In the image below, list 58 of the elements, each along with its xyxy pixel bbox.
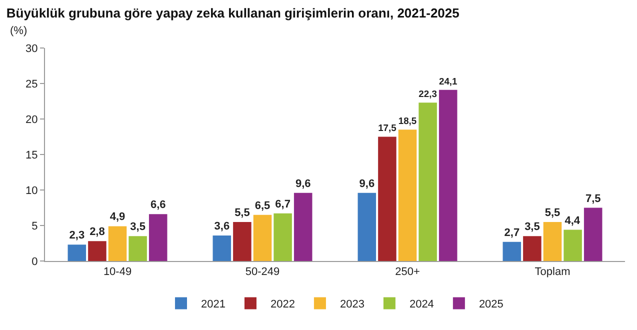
bar (253, 214, 272, 261)
bar (543, 222, 562, 261)
legend-label: 2022 (270, 298, 295, 310)
data-label: 5,5 (544, 206, 560, 219)
bar (502, 242, 522, 261)
data-label: 6,7 (275, 198, 290, 210)
bar (294, 192, 312, 261)
y-axis-title: (%) (10, 25, 28, 37)
bar (523, 236, 542, 261)
data-label: 2,7 (504, 226, 520, 239)
legend-label: 2023 (340, 298, 364, 310)
y-tick-label: 20 (26, 114, 38, 126)
y-tick-label: 5 (32, 220, 38, 232)
bar (418, 102, 437, 261)
x-tick-label: Toplam (534, 266, 570, 278)
data-label: 22,3 (418, 89, 437, 100)
y-tick-label: 25 (26, 78, 38, 90)
data-label: 9,6 (359, 178, 375, 190)
data-label: 24,1 (438, 76, 458, 86)
bar (564, 230, 582, 261)
bar (233, 222, 252, 261)
legend-label: 2021 (201, 298, 226, 310)
y-tick-label: 15 (26, 149, 38, 162)
data-label: 3,5 (130, 221, 146, 234)
bar (128, 236, 147, 261)
data-label: 6,6 (150, 199, 166, 212)
bar (358, 192, 376, 261)
data-label: 5,5 (234, 206, 250, 219)
data-label: 4,9 (110, 211, 126, 224)
bar (378, 136, 396, 261)
bar (438, 90, 458, 261)
data-label: 3,5 (524, 221, 540, 234)
data-label: 17,5 (378, 123, 396, 134)
data-label: 7,5 (585, 192, 601, 205)
x-tick-label: 10-49 (103, 266, 132, 278)
bar (398, 130, 417, 261)
bar (68, 244, 86, 261)
y-tick-label: 0 (32, 256, 38, 268)
data-label: 6,5 (254, 200, 270, 212)
data-label: 2,8 (90, 226, 105, 238)
data-label: 3,6 (214, 220, 230, 232)
y-tick-label: 30 (26, 42, 38, 55)
bar (212, 235, 232, 261)
bar (88, 241, 106, 261)
chart-title: Büyüklük grubuna göre yapay zeka kullanan girişimlerin oranı, 2021-2025 (6, 5, 460, 20)
bar (274, 213, 292, 261)
bar (148, 214, 168, 261)
data-label: 18,5 (398, 116, 417, 126)
data-label: 9,6 (295, 178, 311, 190)
y-tick-label: 10 (26, 184, 38, 197)
x-tick-label: 50-249 (245, 266, 280, 278)
legend-label: 2024 (409, 298, 434, 310)
data-label: 2,3 (69, 230, 85, 242)
x-tick-label: 250+ (395, 266, 420, 278)
bar (108, 226, 127, 261)
legend-label: 2025 (478, 298, 504, 310)
data-label: 4,4 (564, 214, 581, 227)
bar (584, 208, 602, 261)
